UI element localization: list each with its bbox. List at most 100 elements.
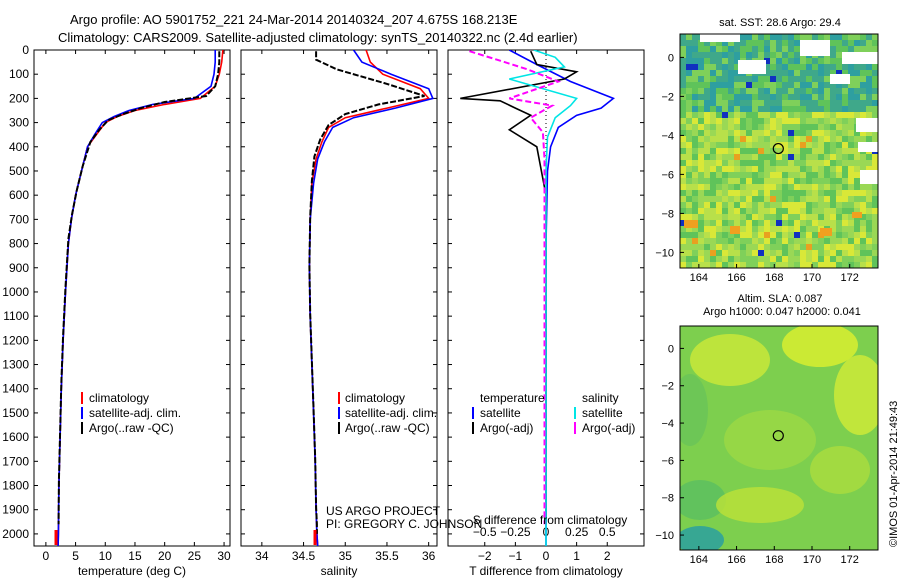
- sst-cell: [830, 136, 836, 142]
- sst-cell: [848, 118, 854, 124]
- sst-cell: [806, 214, 812, 220]
- sst-cell: [866, 40, 872, 46]
- sst-cell: [866, 250, 872, 256]
- sst-cell: [716, 256, 722, 262]
- sst-cell: [800, 70, 806, 76]
- sst-cell: [842, 202, 848, 208]
- sst-cell: [824, 142, 830, 148]
- sst-cell: [776, 124, 782, 130]
- sst-cell: [710, 214, 716, 220]
- sst-cell: [842, 166, 848, 172]
- sst-cell: [692, 88, 698, 94]
- sst-cell: [794, 124, 800, 130]
- sst-cell: [776, 46, 782, 52]
- sst-cell: [764, 208, 770, 214]
- sst-cell: [818, 202, 824, 208]
- sst-cell: [698, 148, 704, 154]
- sst-cell: [770, 88, 776, 94]
- sst-cell: [818, 250, 824, 256]
- sst-cell: [746, 262, 752, 268]
- sst-cell: [728, 46, 734, 52]
- sst-cell: [698, 118, 704, 124]
- sst-cell: [872, 94, 878, 100]
- sst-cell: [812, 250, 818, 256]
- sst-cell: [770, 34, 776, 40]
- depth-tick-label: 1800: [2, 479, 29, 493]
- sst-cell: [734, 82, 740, 88]
- sst-cell: [746, 190, 752, 196]
- sst-cell: [764, 148, 770, 154]
- sst-cell: [776, 70, 782, 76]
- sst-cell: [752, 154, 758, 160]
- sst-cell: [842, 172, 848, 178]
- series-line-argo-raw-qc-: [308, 51, 425, 534]
- sst-cell: [698, 106, 704, 112]
- sst-cell: [824, 118, 830, 124]
- sst-cell: [824, 130, 830, 136]
- sla-field-blob: [810, 446, 870, 494]
- sst-cell: [704, 196, 710, 202]
- sst-cell: [806, 112, 812, 118]
- sst-cell: [860, 208, 866, 214]
- sst-cell: [842, 100, 848, 106]
- sst-cell: [836, 82, 842, 88]
- legend-label-t-satellite: satellite: [480, 406, 521, 420]
- sst-cell: [734, 124, 740, 130]
- sst-cell: [818, 142, 824, 148]
- sst-cell: [836, 208, 842, 214]
- sst-cell: [872, 202, 878, 208]
- sst-cell: [758, 226, 764, 232]
- sst-cell: [746, 40, 752, 46]
- sst-cell: [710, 166, 716, 172]
- sst-cell: [842, 208, 848, 214]
- sst-cell: [824, 172, 830, 178]
- sst-cell: [704, 100, 710, 106]
- sst-cell: [794, 208, 800, 214]
- sst-cell: [848, 202, 854, 208]
- sst-cell: [794, 82, 800, 88]
- sst-cell: [836, 250, 842, 256]
- sst-cell: [686, 34, 692, 40]
- sst-cell: [866, 82, 872, 88]
- sst-cell: [758, 88, 764, 94]
- sst-cell: [776, 136, 782, 142]
- sst-cell: [704, 118, 710, 124]
- depth-tick-label: 1900: [2, 503, 29, 517]
- sst-cell: [770, 238, 776, 244]
- sst-cell: [764, 82, 770, 88]
- sst-cell: [728, 214, 734, 220]
- sst-cell: [758, 202, 764, 208]
- sst-cell: [740, 82, 746, 88]
- sst-cell: [692, 124, 698, 130]
- sst-cell: [698, 82, 704, 88]
- sst-cell: [746, 130, 752, 136]
- sst-cell: [758, 190, 764, 196]
- sst-cell: [698, 238, 704, 244]
- sst-cell: [704, 82, 710, 88]
- sst-cell: [680, 154, 686, 160]
- sst-cell: [686, 190, 692, 196]
- sst-cell: [686, 172, 692, 178]
- sst-cell: [716, 76, 722, 82]
- sst-cell: [704, 64, 710, 70]
- temperature-xtick-label: 0: [43, 549, 50, 563]
- sst-cell: [824, 34, 830, 40]
- sst-cell: [716, 142, 722, 148]
- sst-cell: [812, 76, 818, 82]
- sst-cell: [872, 214, 878, 220]
- sst-cell: [764, 118, 770, 124]
- sst-cell: [836, 118, 842, 124]
- sst-cell: [794, 250, 800, 256]
- depth-tick-label: 400: [9, 140, 29, 154]
- depth-tick-label: 1700: [2, 454, 29, 468]
- sst-cell: [758, 76, 764, 82]
- sst-cell: [710, 64, 716, 70]
- sst-cell: [710, 262, 716, 268]
- sst-cell: [848, 130, 854, 136]
- sst-cell: [806, 262, 812, 268]
- depth-tick-label: 0: [22, 43, 29, 57]
- sst-cell: [716, 208, 722, 214]
- depth-tick-label: 800: [9, 237, 29, 251]
- sst-cell: [710, 154, 716, 160]
- sst-cell: [830, 244, 836, 250]
